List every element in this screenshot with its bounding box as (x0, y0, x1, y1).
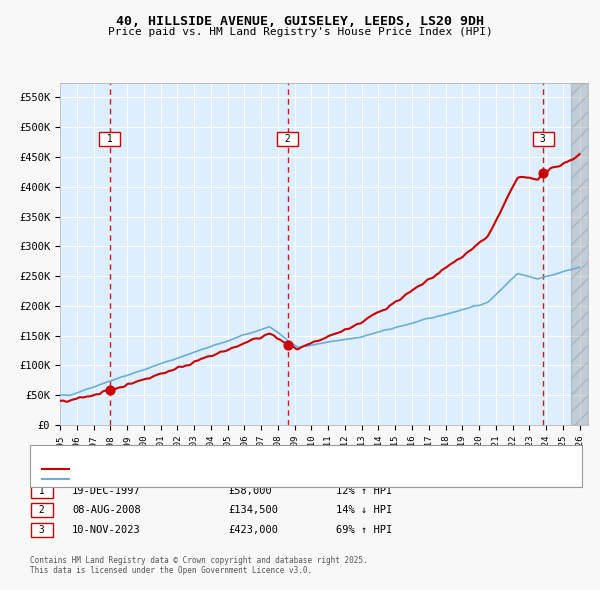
Text: £134,500: £134,500 (228, 506, 278, 515)
Text: 19-DEC-1997: 19-DEC-1997 (72, 486, 141, 496)
Point (105, 385, 115, 395)
Text: 08-AUG-2008: 08-AUG-2008 (72, 506, 141, 515)
Text: 3: 3 (33, 525, 50, 535)
Text: 14% ↓ HPI: 14% ↓ HPI (336, 506, 392, 515)
Text: £423,000: £423,000 (228, 525, 278, 535)
Point (539, 168, 548, 178)
Text: 69% ↑ HPI: 69% ↑ HPI (336, 525, 392, 535)
Text: 40, HILLSIDE AVENUE, GUISELEY, LEEDS, LS20 9DH (semi-detached house): 40, HILLSIDE AVENUE, GUISELEY, LEEDS, LS… (72, 464, 437, 474)
Text: 12% ↑ HPI: 12% ↑ HPI (336, 486, 392, 496)
Text: HPI: Average price, semi-detached house, Leeds: HPI: Average price, semi-detached house,… (72, 474, 319, 484)
Text: 1: 1 (33, 486, 50, 496)
Text: 2: 2 (33, 506, 50, 515)
Text: Contains HM Land Registry data © Crown copyright and database right 2025.
This d: Contains HM Land Registry data © Crown c… (30, 556, 368, 575)
Text: 40, HILLSIDE AVENUE, GUISELEY, LEEDS, LS20 9DH: 40, HILLSIDE AVENUE, GUISELEY, LEEDS, LS… (116, 15, 484, 28)
Bar (571, 83, 588, 425)
Point (283, 340, 292, 349)
Text: 1: 1 (101, 134, 118, 144)
Text: £58,000: £58,000 (228, 486, 272, 496)
Text: 2: 2 (279, 134, 296, 144)
Text: 3: 3 (535, 134, 552, 144)
Text: Price paid vs. HM Land Registry's House Price Index (HPI): Price paid vs. HM Land Registry's House … (107, 27, 493, 37)
Text: 10-NOV-2023: 10-NOV-2023 (72, 525, 141, 535)
